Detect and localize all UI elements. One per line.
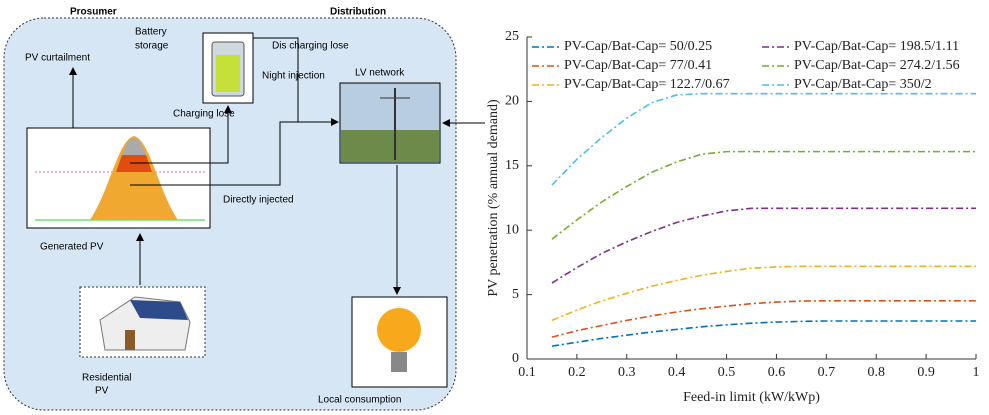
legend-label: PV-Cap/Bat-Cap= 274.2/1.56: [794, 58, 960, 73]
residential-label: Residential: [82, 373, 131, 384]
series-line: [552, 266, 976, 320]
bulb-base: [391, 352, 407, 372]
door: [125, 330, 135, 350]
x-tick-label: 0.3: [618, 365, 636, 380]
x-tick-label: 0.5: [718, 365, 736, 380]
figure: Prosumer Distribution PV curtailment Gen…: [0, 0, 989, 415]
legend-label: PV-Cap/Bat-Cap= 50/0.25: [564, 39, 712, 54]
x-tick-label: 0.4: [668, 365, 686, 380]
x-axis-label: Feed-in limit (kW/kWp): [683, 390, 820, 405]
diagram: Prosumer Distribution PV curtailment Gen…: [4, 7, 485, 410]
x-tick-label: 0.6: [768, 365, 786, 380]
discharging-label: Dis charging lose: [272, 41, 349, 52]
bulb: [377, 308, 421, 352]
series-line: [552, 208, 976, 283]
battery-charge: [216, 55, 240, 92]
battery-label: storage: [135, 41, 169, 52]
x-tick-label: 0.9: [917, 365, 935, 380]
distribution-label: Distribution: [330, 7, 386, 18]
charging-label: Charging lose: [173, 109, 235, 120]
y-tick-label: 20: [505, 94, 519, 109]
battery-label: Battery: [135, 27, 167, 38]
night-label: Night injection: [262, 71, 325, 82]
chart: 0 5 10 15 20 25 0.1 0.2 0.3 0.4 0.5 0.6 0.7 0.8 0.9 1 Fe…: [486, 29, 979, 405]
prosumer-label: Prosumer: [70, 7, 117, 18]
residential-label: PV: [95, 386, 109, 397]
y-tick-label: 15: [505, 158, 519, 173]
local-label: Local consumption: [318, 395, 401, 406]
x-tick-label: 0.1: [518, 365, 536, 380]
series-line: [552, 301, 976, 337]
legend-label: PV-Cap/Bat-Cap= 122.7/0.67: [564, 77, 730, 92]
curtailment-label: PV curtailment: [25, 53, 90, 64]
x-tick-label: 0.8: [867, 365, 885, 380]
series-line: [552, 321, 976, 346]
series-line: [552, 94, 976, 185]
legend-label: PV-Cap/Bat-Cap= 77/0.41: [564, 58, 712, 73]
y-tick-label: 0: [512, 351, 519, 366]
y-axis-label: PV penetration (% annual demand): [486, 99, 501, 297]
series-line: [552, 152, 976, 240]
y-tick-label: 5: [512, 287, 519, 302]
y-tick-label: 25: [505, 29, 519, 44]
x-tick-label: 0.2: [568, 365, 586, 380]
lv-ground: [341, 130, 439, 162]
x-tick-label: 0.7: [818, 365, 836, 380]
direct-label: Directly injected: [223, 195, 294, 206]
lv-label: LV network: [355, 68, 405, 79]
legend-label: PV-Cap/Bat-Cap= 198.5/1.11: [794, 39, 959, 54]
generated-label: Generated PV: [40, 242, 104, 253]
y-tick-label: 10: [505, 222, 519, 237]
x-tick-label: 1: [973, 365, 980, 380]
legend-label: PV-Cap/Bat-Cap= 350/2: [794, 77, 932, 92]
